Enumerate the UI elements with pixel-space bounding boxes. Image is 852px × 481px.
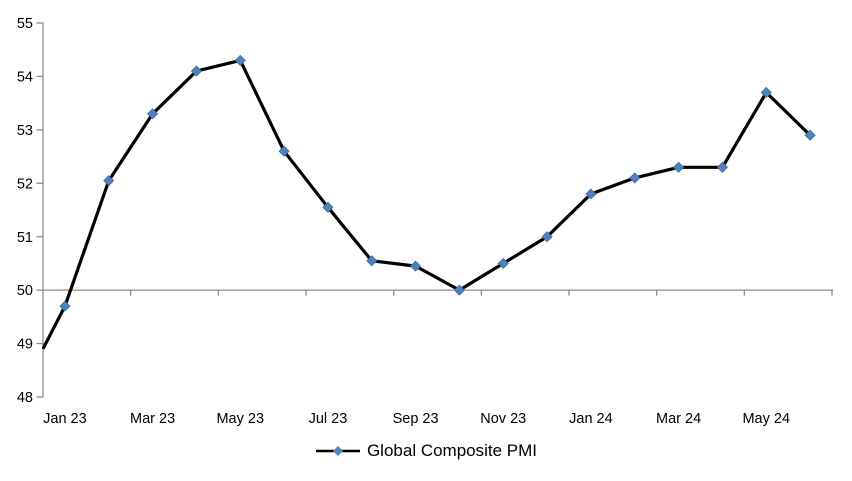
x-axis-label: Nov 23	[480, 411, 526, 427]
pmi-series-line	[41, 58, 812, 350]
x-axis-label: May 24	[742, 411, 790, 427]
x-axis-label: Sep 23	[393, 411, 439, 427]
data-point-marker	[541, 231, 553, 243]
data-point-marker	[585, 188, 597, 200]
chart-legend: Global Composite PMI	[0, 440, 852, 462]
x-axis-label: Jul 23	[309, 411, 348, 427]
data-point-marker	[147, 108, 159, 120]
legend-line-marker-icon	[315, 446, 360, 456]
data-point-marker	[673, 161, 685, 173]
x-axis-label: Mar 24	[656, 411, 701, 427]
y-axis-label: 52	[17, 176, 33, 192]
data-point-marker	[453, 284, 465, 296]
y-axis-label: 49	[17, 337, 33, 353]
y-axis-label: 48	[17, 390, 33, 406]
data-point-marker	[59, 300, 71, 312]
x-axis-label: Jan 24	[569, 411, 613, 427]
data-point-marker	[497, 257, 509, 269]
y-axis-label: 53	[17, 123, 33, 139]
data-point-marker	[410, 260, 422, 272]
data-point-marker	[804, 129, 816, 141]
data-point-marker	[234, 54, 246, 66]
y-axis-label: 54	[17, 70, 33, 86]
data-point-marker	[760, 86, 772, 99]
x-axis-label: May 23	[216, 411, 264, 427]
data-point-marker	[366, 255, 378, 267]
y-axis-label: 55	[17, 16, 33, 32]
y-axis-label: 51	[17, 230, 33, 246]
data-point-marker	[103, 175, 115, 187]
data-point-marker	[629, 172, 641, 184]
legend-diamond-marker-icon	[332, 446, 343, 456]
x-axis-label: Mar 23	[130, 411, 175, 427]
legend-series-label: Global Composite PMI	[366, 441, 538, 460]
data-point-marker	[278, 145, 290, 157]
data-point-marker	[716, 161, 728, 173]
data-point-marker	[322, 201, 334, 213]
x-axis-label: Jan 23	[43, 411, 87, 427]
y-axis-label: 50	[17, 283, 33, 299]
data-point-marker	[190, 65, 202, 77]
